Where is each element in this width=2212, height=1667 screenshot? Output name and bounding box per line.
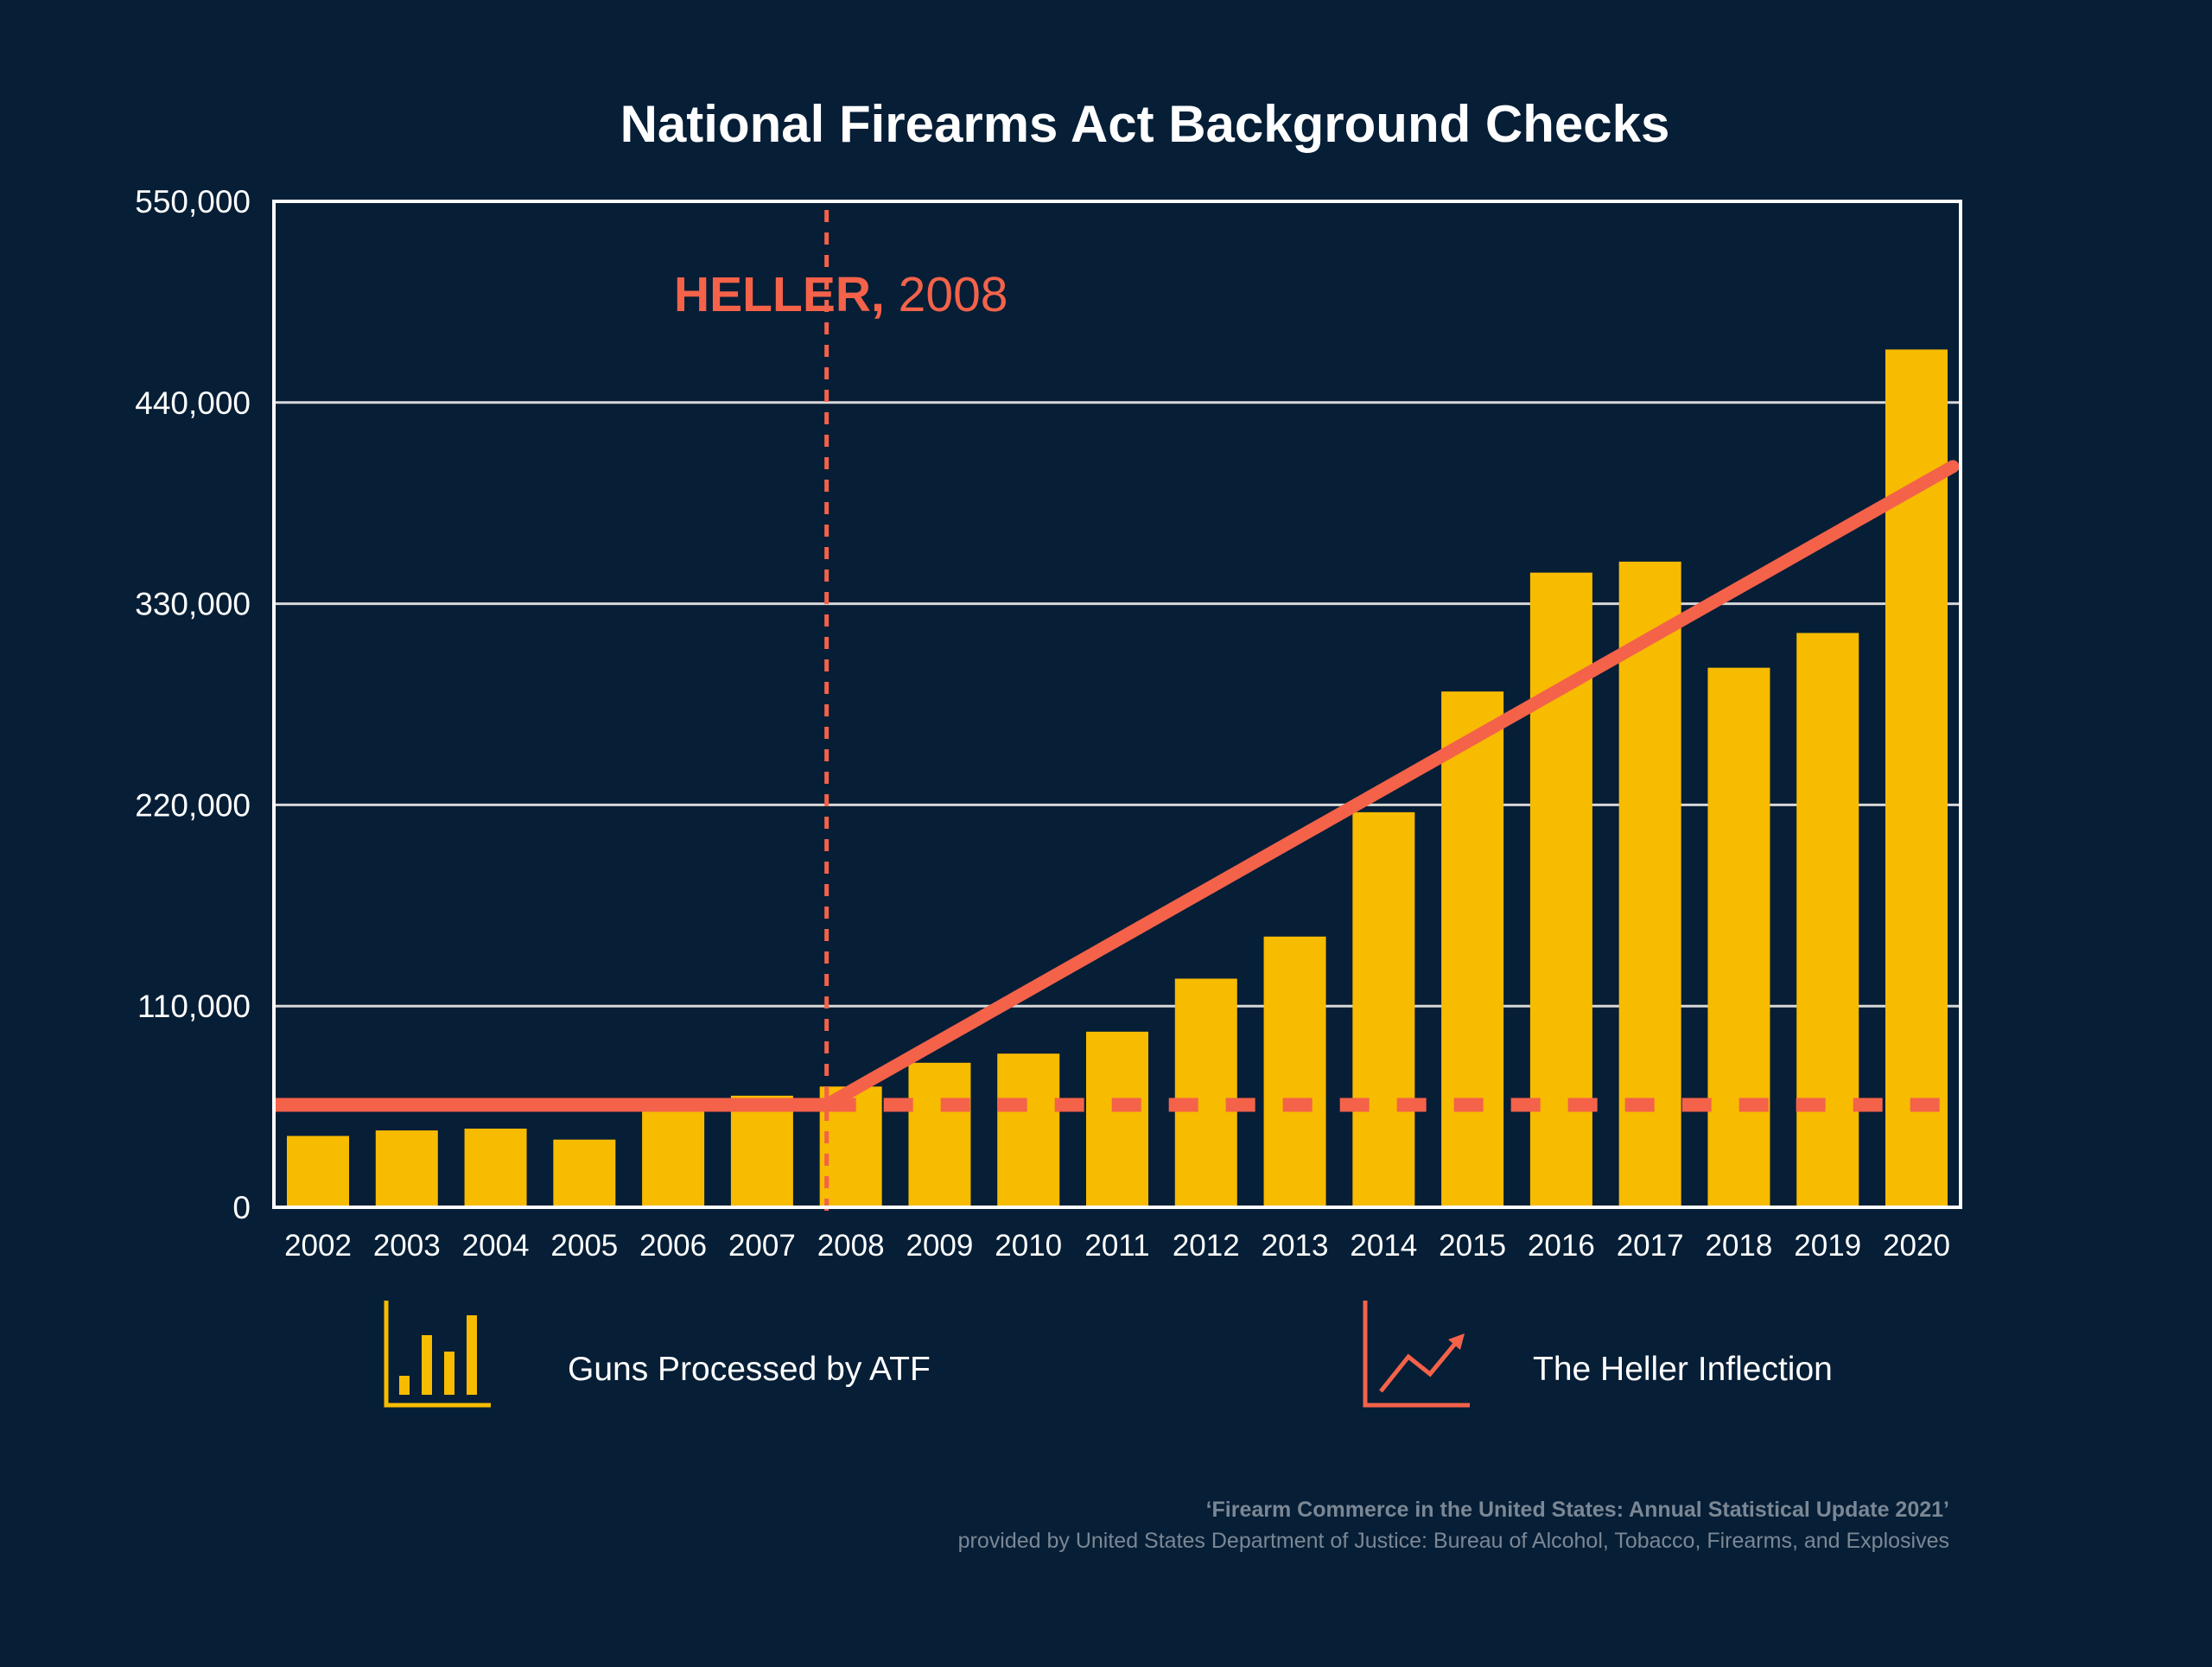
- y-tick-label: 550,000: [135, 184, 251, 220]
- x-tick-label: 2016: [1528, 1229, 1595, 1263]
- x-tick-label: 2014: [1350, 1229, 1417, 1263]
- bar: [1796, 633, 1859, 1207]
- plot-frame: [272, 200, 1962, 1209]
- x-tick-label: 2018: [1706, 1229, 1773, 1263]
- x-tick-label: 2004: [462, 1229, 530, 1263]
- grid-lines: [274, 401, 1961, 1008]
- x-tick-label: 2011: [1084, 1229, 1149, 1263]
- x-tick-label: 2013: [1262, 1229, 1329, 1263]
- bar: [730, 1095, 793, 1207]
- x-tick-label: 2009: [906, 1229, 974, 1263]
- x-tick-label: 2015: [1439, 1229, 1506, 1263]
- x-tick-label: 2007: [728, 1229, 796, 1263]
- y-axis-ticks: 0 110,000 220,000 330,000 440,000 550,000: [135, 184, 251, 1225]
- y-tick-label: 440,000: [135, 385, 251, 421]
- annotation-layer: HELLER, 2008: [274, 210, 1961, 1214]
- x-tick-label: 2019: [1794, 1229, 1861, 1263]
- y-tick-label: 0: [232, 1190, 251, 1225]
- x-tick-label: 2012: [1173, 1229, 1240, 1263]
- x-tick-label: 2008: [817, 1229, 885, 1263]
- legend-item-heller-inflection: The Heller Inflection: [1363, 1301, 1833, 1408]
- bar: [1529, 572, 1592, 1207]
- x-tick-label: 2002: [284, 1229, 352, 1263]
- bar: [287, 1136, 349, 1207]
- x-tick-label: 2017: [1617, 1229, 1684, 1263]
- bar: [908, 1062, 971, 1207]
- heller-annotation-year: 2008: [885, 267, 1008, 322]
- source-title: ‘Firearm Commerce in the United States: …: [1206, 1498, 1949, 1522]
- legend-item-guns-processed: Guns Processed by ATF: [384, 1301, 931, 1408]
- bar: [1086, 1031, 1148, 1207]
- x-tick-label: 2006: [639, 1229, 707, 1263]
- trend-line: [820, 460, 1960, 1111]
- heller-annotation: HELLER, 2008: [674, 267, 1007, 322]
- bar: [553, 1139, 616, 1207]
- y-tick-label: 330,000: [135, 587, 251, 622]
- legend-label-guns-processed: Guns Processed by ATF: [568, 1351, 931, 1388]
- x-tick-label: 2005: [550, 1229, 618, 1263]
- bar-chart-icon: [384, 1301, 491, 1408]
- bar: [1174, 978, 1237, 1207]
- y-tick-label: 110,000: [137, 989, 251, 1024]
- x-axis-ticks: 2002 2003 2004 2005 2006 2007 2008 2009 2010 2011…: [284, 1229, 1950, 1263]
- bar: [464, 1128, 527, 1207]
- bar: [1352, 811, 1415, 1207]
- heller-annotation-bold: HELLER,: [674, 267, 885, 322]
- legend-label-heller-inflection: The Heller Inflection: [1533, 1351, 1833, 1388]
- y-tick-label: 220,000: [135, 787, 251, 823]
- chart-title: National Firearms Act Background Checks: [620, 95, 1670, 153]
- bar: [1707, 667, 1770, 1207]
- bar: [642, 1110, 705, 1207]
- bar: [375, 1130, 438, 1207]
- trend-arrow-icon: [1363, 1301, 1470, 1408]
- x-tick-label: 2003: [373, 1229, 441, 1263]
- source-provider: provided by United States Department of …: [958, 1529, 1949, 1553]
- bar: [1441, 691, 1504, 1207]
- x-tick-label: 2010: [995, 1229, 1062, 1263]
- x-tick-label: 2020: [1883, 1229, 1950, 1263]
- bar-series: [287, 349, 1948, 1208]
- legend: Guns Processed by ATF The Heller Inflect…: [384, 1301, 1833, 1408]
- bar: [997, 1053, 1060, 1207]
- source-note: ‘Firearm Commerce in the United States: …: [958, 1498, 1949, 1553]
- bar: [1263, 936, 1326, 1207]
